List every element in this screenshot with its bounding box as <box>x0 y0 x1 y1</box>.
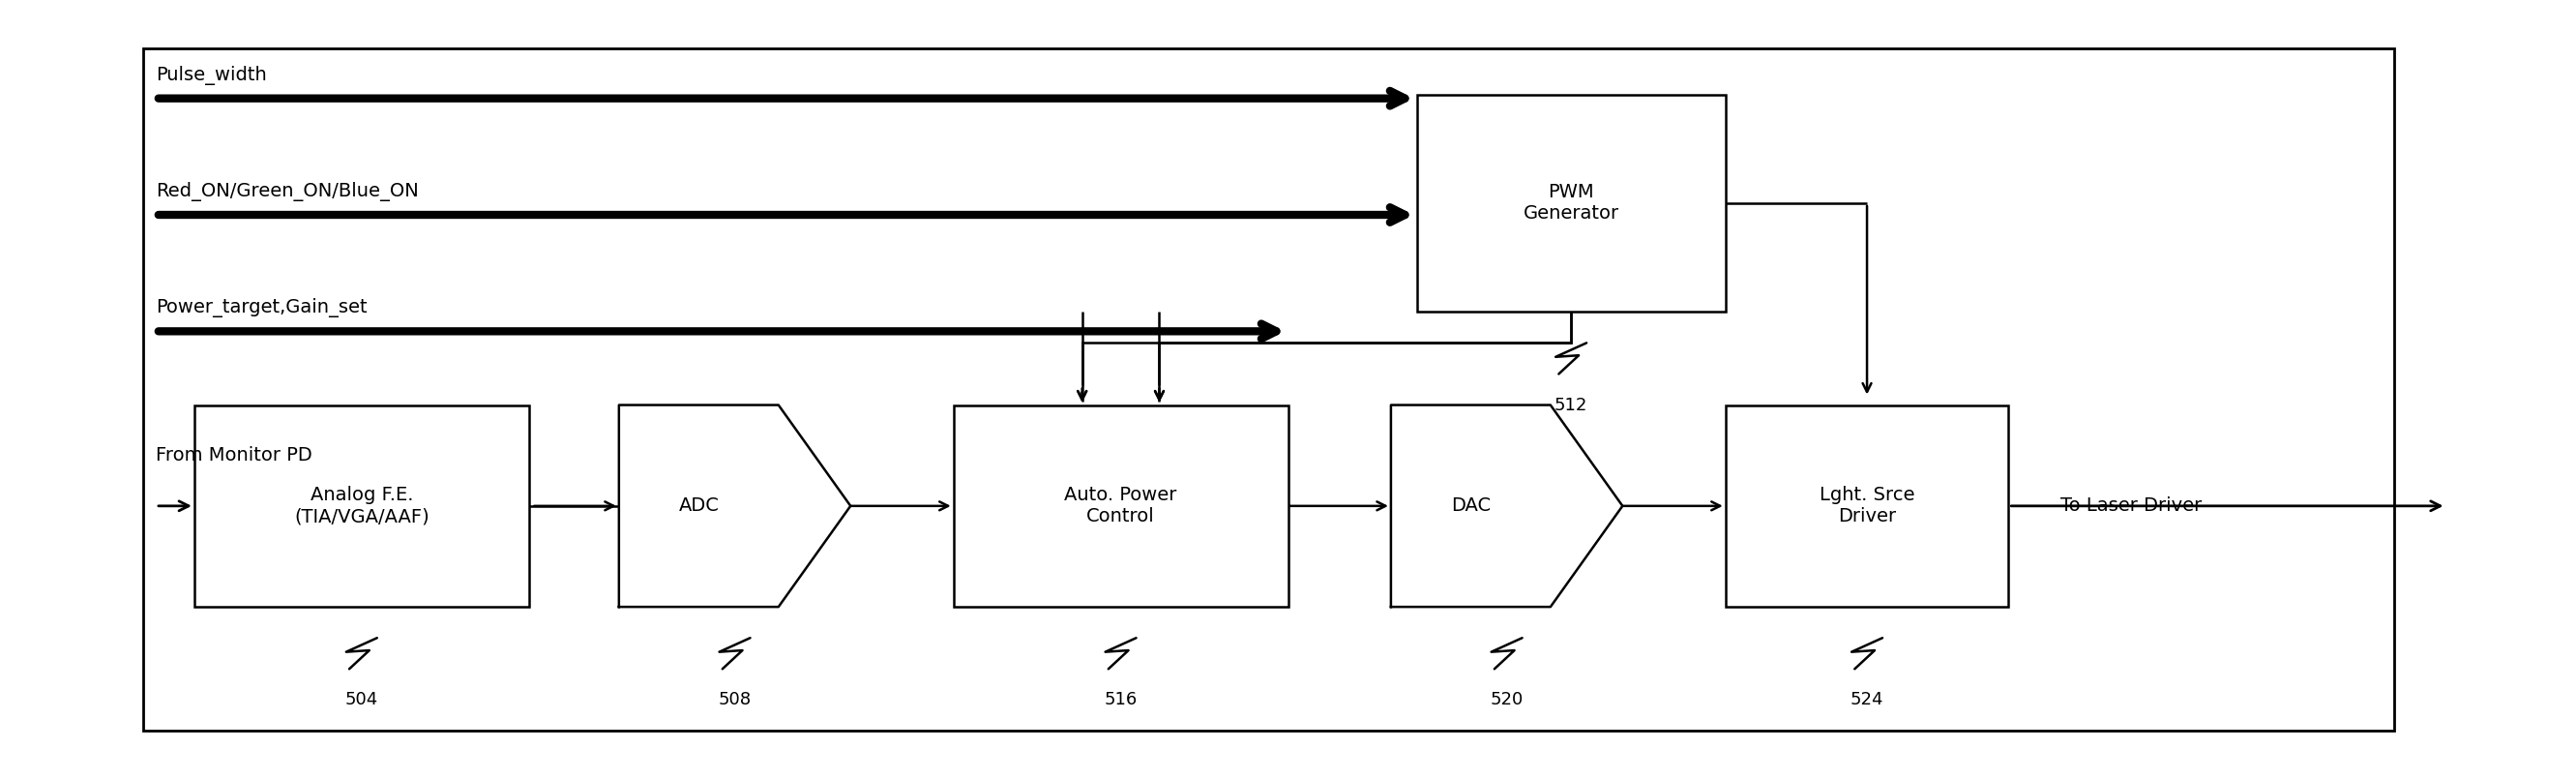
Text: 512: 512 <box>1553 397 1587 414</box>
Text: To Laser Driver: To Laser Driver <box>2061 497 2202 515</box>
Text: 520: 520 <box>1489 691 1522 709</box>
Text: ADC: ADC <box>677 497 719 515</box>
Text: DAC: DAC <box>1450 497 1492 515</box>
Text: 516: 516 <box>1105 691 1136 709</box>
Text: 524: 524 <box>1850 691 1883 709</box>
FancyBboxPatch shape <box>953 405 1288 607</box>
FancyBboxPatch shape <box>1417 94 1726 312</box>
Text: Analog F.E.
(TIA/VGA/AAF): Analog F.E. (TIA/VGA/AAF) <box>294 486 430 526</box>
Polygon shape <box>618 405 850 607</box>
Text: Power_target,Gain_set: Power_target,Gain_set <box>155 298 368 318</box>
Text: Pulse_width: Pulse_width <box>155 65 268 85</box>
Text: 508: 508 <box>719 691 752 709</box>
Text: Red_ON/Green_ON/Blue_ON: Red_ON/Green_ON/Blue_ON <box>155 182 420 201</box>
FancyBboxPatch shape <box>142 48 2396 731</box>
Text: Lght. Srce
Driver: Lght. Srce Driver <box>1819 486 1914 526</box>
Text: PWM
Generator: PWM Generator <box>1522 183 1618 223</box>
FancyBboxPatch shape <box>1726 405 2009 607</box>
FancyBboxPatch shape <box>193 405 528 607</box>
Text: From Monitor PD: From Monitor PD <box>155 446 312 465</box>
Text: Auto. Power
Control: Auto. Power Control <box>1064 486 1177 526</box>
Text: 504: 504 <box>345 691 379 709</box>
Polygon shape <box>1391 405 1623 607</box>
